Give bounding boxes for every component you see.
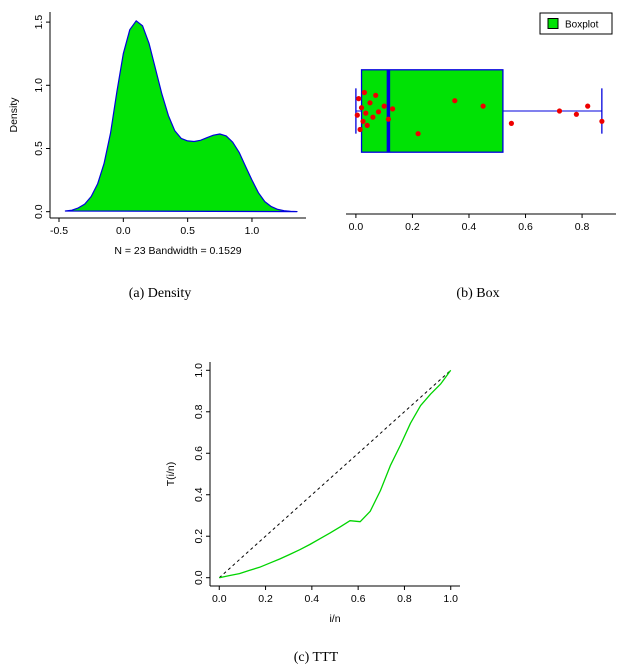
svg-text:Density: Density [8, 97, 20, 133]
svg-text:0.8: 0.8 [193, 404, 205, 419]
caption-ttt: (c) TTT [293, 650, 339, 665]
caption-box: (b) Box [456, 286, 500, 301]
svg-text:T(i/n): T(i/n) [165, 462, 177, 487]
svg-text:1.0: 1.0 [245, 225, 260, 237]
svg-text:0.0: 0.0 [349, 221, 364, 233]
svg-text:0.2: 0.2 [193, 529, 205, 544]
ttt-chart: 0.0 0.2 0.4 0.6 0.8 1.0 0.0 0.2 0.4 0.6 0.8 1.0 i/n T… [165, 362, 460, 625]
svg-text:1.0: 1.0 [33, 78, 45, 93]
svg-text:0.4: 0.4 [462, 221, 477, 233]
svg-text:0.2: 0.2 [258, 593, 273, 605]
svg-text:0.6: 0.6 [351, 593, 366, 605]
svg-text:0.5: 0.5 [33, 141, 45, 156]
svg-text:0.8: 0.8 [397, 593, 412, 605]
svg-text:0.6: 0.6 [193, 446, 205, 461]
svg-text:-0.5: -0.5 [50, 225, 68, 237]
svg-text:Boxplot: Boxplot [565, 20, 599, 31]
density-chart: -0.5 0.0 0.5 1.0 0.0 0.5 1.0 1.5 N = 23 Bandwidt… [8, 12, 306, 257]
svg-text:1.0: 1.0 [443, 593, 458, 605]
svg-text:0.4: 0.4 [305, 593, 320, 605]
svg-text:0.0: 0.0 [33, 204, 45, 219]
box-plot-panel: 0.0 0.2 0.4 0.6 0.8 Boxplot (b) Box [330, 2, 626, 314]
caption-density: (a) Density [128, 286, 192, 301]
svg-text:1.0: 1.0 [193, 363, 205, 378]
box-chart: 0.0 0.2 0.4 0.6 0.8 Boxplot [346, 12, 616, 233]
svg-text:0.8: 0.8 [575, 221, 590, 233]
svg-text:0.6: 0.6 [518, 221, 533, 233]
svg-text:0.0: 0.0 [193, 570, 205, 585]
svg-text:1.5: 1.5 [33, 15, 45, 30]
svg-text:i/n: i/n [329, 613, 340, 625]
ttt-plot-panel: 0.0 0.2 0.4 0.6 0.8 1.0 0.0 0.2 0.4 0.6 0.8 1.0 i/n T… [158, 352, 474, 670]
svg-text:0.2: 0.2 [405, 221, 420, 233]
density-plot-panel: -0.5 0.0 0.5 1.0 0.0 0.5 1.0 1.5 N = 23 Bandwidt… [4, 2, 316, 314]
svg-text:0.0: 0.0 [116, 225, 131, 237]
svg-text:0.0: 0.0 [212, 593, 227, 605]
svg-text:0.5: 0.5 [180, 225, 195, 237]
svg-text:N = 23 Bandwidth = 0.1529: N = 23 Bandwidth = 0.1529 [114, 245, 241, 257]
svg-text:0.4: 0.4 [193, 487, 205, 502]
